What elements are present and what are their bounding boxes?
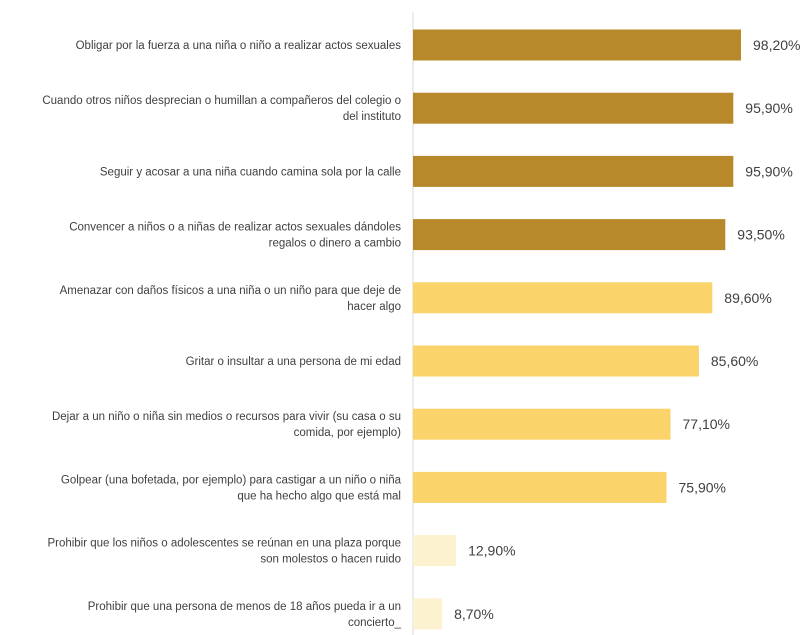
category-label: comida, por ejemplo) (294, 427, 402, 439)
category-label: concierto_ (348, 617, 402, 629)
bar (413, 219, 726, 251)
category-label: Seguir y acosar a una niña cuando camina… (100, 166, 401, 178)
bar (413, 92, 734, 124)
category-label: del instituto (343, 111, 401, 123)
bar (413, 408, 671, 440)
category-label: Gritar o insultar a una persona de mi ed… (186, 356, 401, 368)
category-label: Obligar por la fuerza a una niña o niño … (76, 40, 402, 52)
category-label: hacer algo (347, 301, 401, 313)
bar (413, 471, 667, 503)
data-label: 95,90% (745, 163, 792, 179)
bar (413, 535, 457, 567)
bar (413, 282, 713, 314)
data-label: 12,90% (468, 543, 515, 559)
category-label: Prohibir que una persona de menos de 18 … (88, 601, 401, 613)
data-label: 95,90% (745, 100, 792, 116)
category-label: Amenazar con daños físicos a una niña o … (60, 285, 401, 297)
data-label: 89,60% (724, 290, 771, 306)
data-label: 75,90% (679, 479, 726, 495)
bar (413, 155, 734, 187)
category-label: Dejar a un niño o niña sin medios o recu… (52, 411, 401, 423)
data-label: 98,20% (753, 37, 800, 53)
category-label: Prohibir que los niños o adolescentes se… (47, 538, 401, 550)
category-label: Cuando otros niños desprecian o humillan… (42, 95, 401, 107)
category-label: Convencer a niños o a niñas de realizar … (69, 222, 401, 234)
data-label: 85,60% (711, 353, 758, 369)
bar (413, 345, 699, 377)
bar (413, 598, 443, 630)
category-label: que ha hecho algo que está mal (237, 490, 401, 502)
data-label: 8,70% (454, 606, 494, 622)
category-label: Golpear (una bofetada, por ejemplo) para… (61, 474, 402, 486)
category-label: son molestos o hacen ruido (260, 554, 401, 566)
data-label: 77,10% (683, 416, 730, 432)
bar (413, 29, 741, 61)
category-label: regalos o dinero a cambio (269, 238, 401, 250)
data-label: 93,50% (737, 227, 784, 243)
